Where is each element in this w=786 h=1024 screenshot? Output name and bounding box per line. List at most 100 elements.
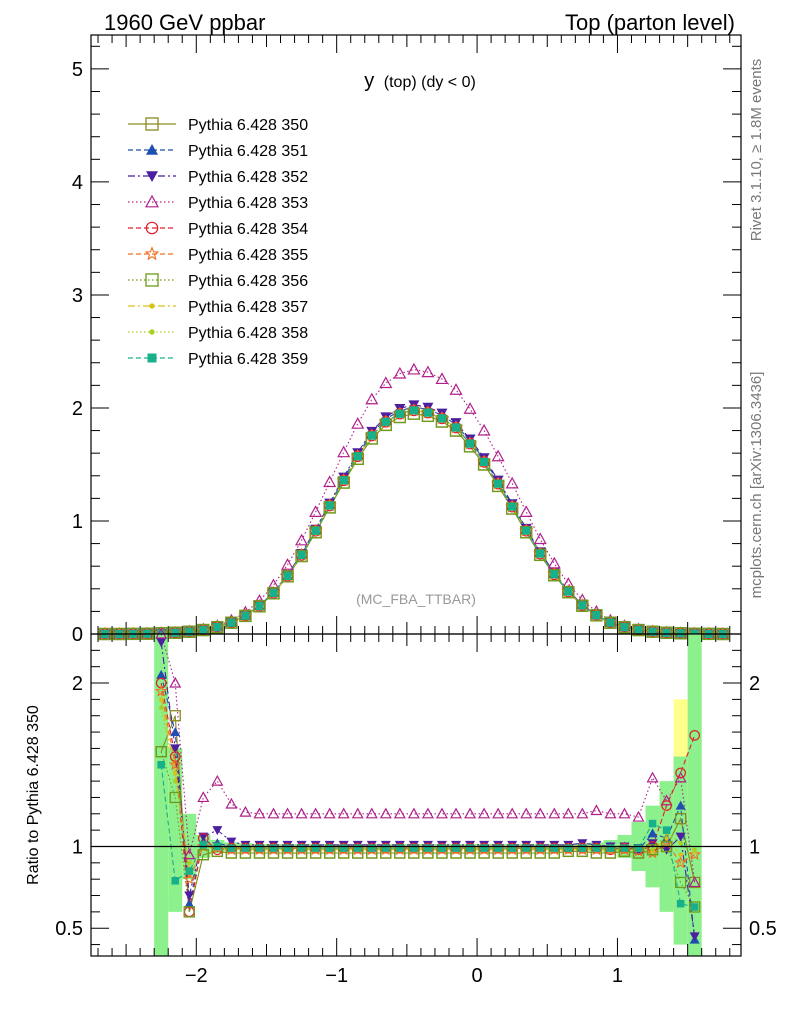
ratio-point [675, 800, 686, 810]
ratio-point [674, 856, 688, 869]
data-point [592, 611, 601, 620]
ratio-point [325, 844, 334, 852]
data-point [297, 550, 306, 560]
y-tick-label: 4 [72, 172, 83, 194]
ratio-point [548, 807, 561, 819]
ratio-point [678, 852, 683, 857]
data-point [620, 622, 629, 632]
ratio-point [368, 844, 376, 852]
ratio-point [396, 844, 404, 852]
ratio-point [661, 845, 672, 855]
data-point [407, 362, 421, 375]
data-point [227, 618, 236, 627]
y-tick-label: 3 [72, 285, 83, 307]
data-point [477, 423, 491, 436]
ratio-point [337, 807, 350, 819]
data-point [353, 452, 362, 461]
ratio-point [675, 832, 686, 842]
y-tick-label: 0 [72, 624, 83, 646]
legend-marker [149, 303, 155, 309]
data-point [548, 569, 561, 582]
ratio-point [281, 807, 294, 819]
ratio-point [339, 844, 348, 852]
ratio-point [494, 844, 502, 852]
ratio-point [169, 751, 181, 762]
title-main: y [364, 70, 374, 92]
ratio-point [606, 844, 615, 852]
ratio-point [187, 860, 192, 866]
data-point [199, 625, 208, 635]
legend-label: Pythia 6.428 355 [188, 247, 308, 264]
ratio-y-tick-label: 1 [72, 836, 83, 858]
data-point [351, 417, 365, 429]
ratio-point [676, 899, 685, 908]
ratio-point [269, 844, 278, 852]
ratio-point [407, 807, 420, 819]
data-point [323, 475, 337, 488]
data-point [451, 423, 461, 432]
ratio-point [506, 807, 519, 819]
ratio-point [492, 807, 505, 819]
data-point [508, 502, 517, 511]
ratio-point [410, 844, 418, 852]
ratio-point [155, 677, 167, 689]
ratio-line-3 [160, 642, 696, 937]
data-point [337, 445, 351, 458]
ratio-point [690, 903, 699, 911]
header-right: Top (parton level) [565, 10, 735, 35]
ratio-point [678, 840, 683, 846]
ratio-point [578, 844, 587, 852]
data-point [449, 383, 463, 395]
ratio-point [365, 807, 378, 819]
legend-label: Pythia 6.428 354 [188, 221, 308, 238]
ratio-y-tick-label: 0.5 [55, 918, 83, 940]
ratio-point [239, 805, 252, 817]
data-point [241, 611, 250, 620]
data-point [225, 616, 238, 629]
main-panel: 0 1 2 3 4 5 [72, 34, 742, 646]
ratio-point [648, 819, 657, 828]
ratio-point [661, 800, 672, 811]
ratio-point [226, 837, 237, 847]
data-point [646, 625, 659, 638]
ratio-point [421, 807, 434, 819]
ratio-line-2 [160, 674, 696, 940]
uncertainty-band-green [154, 634, 169, 956]
ratio-point [435, 807, 448, 819]
legend-marker [149, 329, 155, 335]
data-point [576, 599, 589, 612]
data-point [311, 526, 320, 535]
data-point [395, 409, 404, 418]
ratio-point [157, 761, 165, 769]
legend-label: Pythia 6.428 353 [188, 195, 308, 212]
x-tick-label: −2 [185, 965, 208, 987]
data-point [409, 406, 419, 415]
ratio-point [393, 807, 406, 819]
data-point [547, 556, 561, 569]
ratio-point [662, 826, 671, 834]
ratio-point [688, 847, 702, 861]
ratio-line-7 [160, 751, 696, 913]
ratio-point [169, 710, 181, 722]
ratio-point [211, 774, 224, 786]
ratio-point [297, 844, 306, 852]
uncertainty-band-green [687, 634, 702, 956]
legend-marker [144, 246, 160, 261]
ratio-point [620, 844, 629, 852]
legend-label: Pythia 6.428 356 [188, 273, 308, 290]
ratio-point [199, 841, 208, 849]
data-point [421, 365, 435, 378]
data-point [660, 626, 673, 639]
ratio-point [660, 794, 673, 806]
data-point [239, 609, 252, 623]
ratio-point [564, 844, 573, 852]
main-series-markers [98, 362, 730, 641]
data-point [183, 625, 196, 638]
data-point [325, 501, 334, 510]
ratio-y-tick-label: 2 [72, 673, 83, 695]
legend-label: Pythia 6.428 352 [188, 169, 308, 186]
ratio-point [382, 844, 390, 852]
data-point [618, 621, 631, 634]
legend-label: Pythia 6.428 350 [188, 117, 308, 134]
